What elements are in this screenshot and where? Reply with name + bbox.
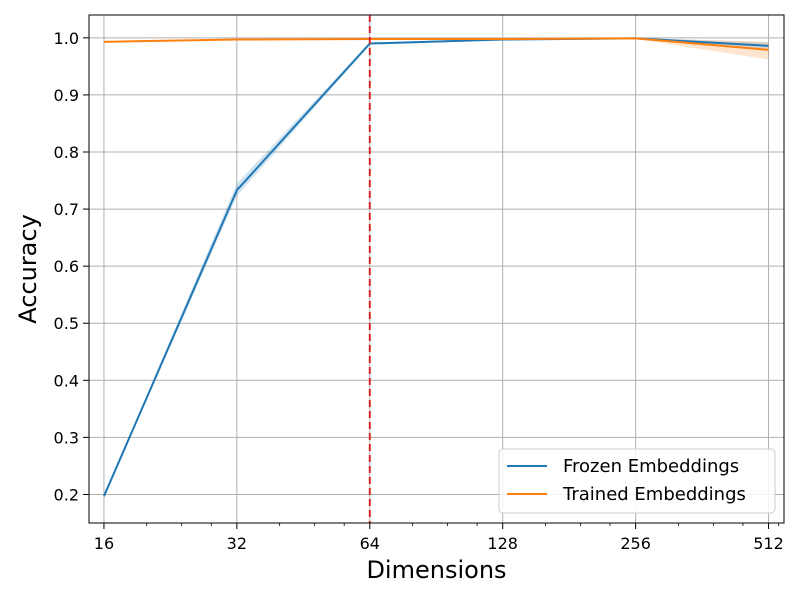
x-tick-label: 128 xyxy=(487,534,518,553)
legend-label: Trained Embeddings xyxy=(562,484,746,505)
x-tick-label: 64 xyxy=(360,534,380,553)
y-tick-label: 0.9 xyxy=(54,86,79,105)
legend-label: Frozen Embeddings xyxy=(563,456,739,477)
series-line xyxy=(103,37,769,497)
legend: Frozen Embeddings Trained Embeddings xyxy=(498,448,776,514)
series-lines xyxy=(103,37,769,497)
y-tick-label: 1.0 xyxy=(54,29,79,48)
grid xyxy=(89,15,784,523)
y-axis-label: Accuracy xyxy=(14,214,42,324)
plot-frame xyxy=(88,14,785,524)
series-band xyxy=(103,37,769,60)
y-tick-label: 0.3 xyxy=(54,428,79,447)
y-tick-label: 0.4 xyxy=(54,371,79,390)
series-line xyxy=(103,37,769,51)
y-tick-label: 0.8 xyxy=(54,143,79,162)
y-tick-label: 0.5 xyxy=(54,314,79,333)
y-tick-label: 0.6 xyxy=(54,257,79,276)
x-axis-label: Dimensions xyxy=(366,556,506,584)
y-tick-label: 0.2 xyxy=(54,485,79,504)
legend-box xyxy=(498,448,776,514)
x-tick-label: 32 xyxy=(227,534,247,553)
axis-ticks: 16 32 64 128 256 512 0.2 0.3 0.4 0.5 0.6 0.7 0.8 0.9 1… xyxy=(54,29,784,553)
y-tick-label: 0.7 xyxy=(54,200,79,219)
x-tick-label: 256 xyxy=(620,534,651,553)
x-tick-label: 512 xyxy=(753,534,784,553)
x-tick-label: 16 xyxy=(94,534,114,553)
